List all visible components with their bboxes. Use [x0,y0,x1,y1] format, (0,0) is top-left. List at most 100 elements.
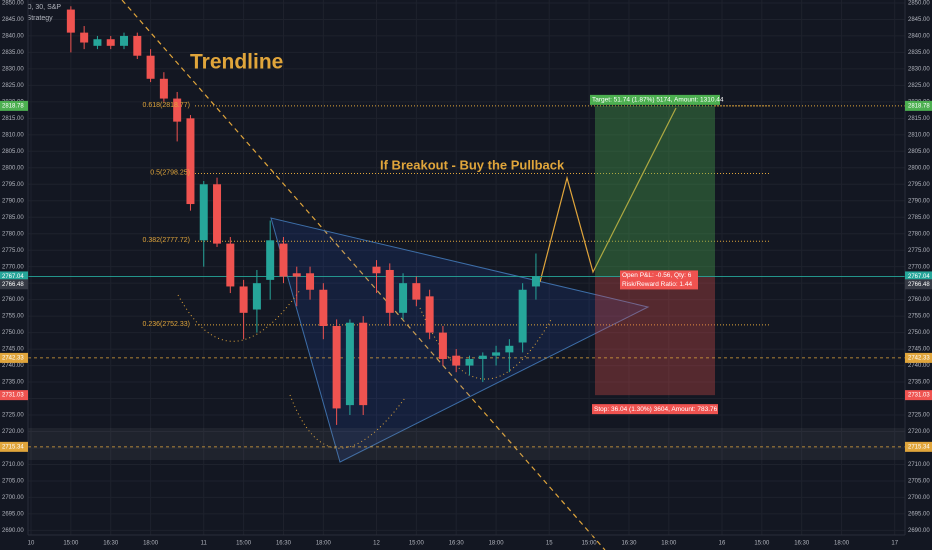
candle-body [518,289,527,343]
shaded-zone [28,428,905,460]
trendline [121,0,606,550]
x-tick-label: 18:00 [143,541,159,547]
candle-body [478,355,487,359]
y-tick-label: 2740.00 [908,363,930,369]
y-tick-label: 2785.00 [2,215,24,221]
x-tick-label: 18:00 [489,541,505,547]
y-tick-label: 2815.00 [2,116,24,122]
fib-label: 0.618(2818.77) [143,102,190,109]
price-badge [0,271,28,282]
price-badge [905,100,932,111]
y-tick-label: 2785.00 [908,215,930,221]
candle-body [412,283,421,300]
candle-body [146,55,155,79]
x-tick-label: 16:30 [276,541,292,547]
candles [66,6,540,425]
y-tick-label: 2710.00 [908,462,930,468]
y-tick-label: 2825.00 [908,83,930,89]
head-arc [289,394,406,449]
y-tick-label: 2750.00 [2,330,24,336]
x-tick-label: 17 [891,541,898,547]
y-tick-label: 2705.00 [2,479,24,485]
candle-body [186,118,195,205]
y-tick-label: 2815.00 [908,116,930,122]
candle-body [492,352,501,356]
y-tick-label: 2830.00 [908,66,930,72]
y-tick-label: 2795.00 [2,182,24,188]
y-tick-label: 2805.00 [2,149,24,155]
price-badge [905,390,932,401]
y-tick-label: 2790.00 [908,198,930,204]
candle-body [252,283,261,310]
projection-path [539,107,677,283]
position-label: Risk/Reward Ratio: 1.44 [622,281,692,288]
y-tick-label: 2770.00 [2,264,24,270]
y-tick-label: 2840.00 [2,34,24,40]
x-tick-label: 16:30 [621,541,637,547]
x-tick-label: 18:00 [661,541,677,547]
x-tick-label: 11 [201,541,208,547]
x-tick-label: 16:30 [794,541,810,547]
y-tick-label: 2830.00 [2,66,24,72]
price-badge [0,279,28,290]
candle-body [80,32,89,43]
position-label: Target: 51.74 (1.87%) 5174, Amount: 1310… [592,97,724,104]
price-badge [0,100,28,111]
y-tick-label: 2810.00 [908,132,930,138]
y-tick-label: 2690.00 [2,528,24,534]
y-tick-label: 2850.00 [2,1,24,7]
candle-body [505,345,514,353]
candle-body [452,355,461,366]
price-badge-label: 2818.78 [908,103,930,109]
y-tick-label: 2770.00 [908,264,930,270]
candle-body [239,286,248,313]
candle-body [399,283,408,313]
candle-body [425,296,434,333]
candle-body [226,243,235,287]
price-badge-label: 2715.34 [908,444,930,450]
price-badge [905,352,932,363]
price-badge-label: 2742.33 [2,355,24,361]
y-tick-label: 2780.00 [2,231,24,237]
candle-body [106,39,115,46]
y-tick-label: 2800.00 [908,165,930,171]
x-tick-label: 15:00 [582,541,598,547]
y-tick-label: 2750.00 [908,330,930,336]
position-label-bg [590,94,720,105]
y-tick-label: 2775.00 [908,248,930,254]
y-tick-label: 2775.00 [2,248,24,254]
y-tick-label: 2690.00 [908,528,930,534]
position-label-bg [620,279,698,290]
candle-body [93,39,102,46]
y-tick-label: 2700.00 [908,495,930,501]
y-tick-label: 2695.00 [2,511,24,517]
candle-body [345,322,354,406]
y-tick-label: 2845.00 [2,17,24,23]
price-badge [0,441,28,452]
y-tick-label: 2745.00 [908,347,930,353]
y-tick-label: 2735.00 [2,380,24,386]
candle-body [173,98,182,122]
x-tick-label: 16 [719,541,726,547]
price-badge [0,390,28,401]
y-tick-label: 2805.00 [908,149,930,155]
fib-label: 0.236(2752.33) [143,321,190,328]
x-tick-label: 16:30 [103,541,119,547]
x-tick-label: 15:00 [63,541,79,547]
breakout-label: If Breakout - Buy the Pullback [380,157,565,172]
price-badge-label: 2742.33 [908,355,930,361]
price-badge-label: 2731.03 [2,393,24,399]
y-tick-label: 2705.00 [908,479,930,485]
fib-label: 0.382(2777.72) [143,237,190,244]
x-tick-label: 18:00 [316,541,332,547]
candle-body [120,35,129,46]
y-tick-label: 2780.00 [908,231,930,237]
y-tick-label: 2755.00 [2,314,24,320]
y-tick-label: 2725.00 [2,413,24,419]
price-badge-label: 2767.04 [908,274,930,280]
y-tick-label: 2735.00 [908,380,930,386]
y-tick-label: 2835.00 [2,50,24,56]
legend-subtitle: MACD Strategy [4,15,53,22]
